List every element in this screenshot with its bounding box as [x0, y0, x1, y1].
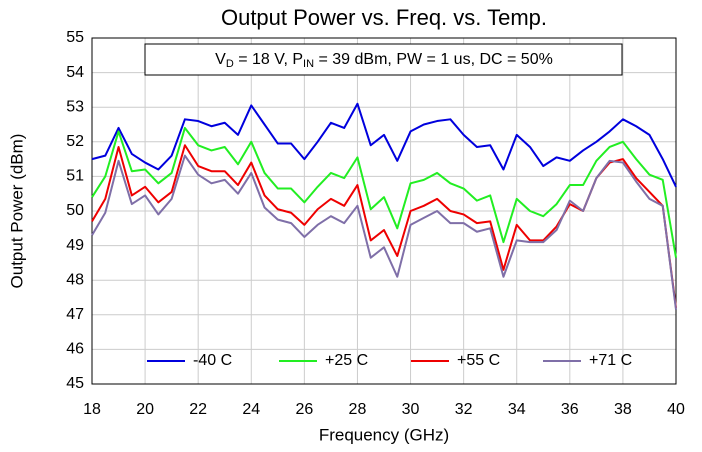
series-line	[91, 154, 677, 310]
y-tick-label: 47	[66, 306, 84, 323]
series-line	[91, 126, 677, 258]
x-tick-label: 26	[295, 401, 313, 418]
x-tick-label: 22	[189, 401, 207, 418]
y-tick-label: 54	[66, 64, 84, 81]
y-tick-label: 50	[66, 202, 84, 219]
x-tick-label: 28	[349, 401, 367, 418]
annotation-part: D	[226, 58, 234, 70]
annotation-box	[144, 43, 623, 76]
y-tick-label: 45	[66, 375, 84, 392]
annotation-part: V	[215, 51, 226, 68]
x-tick-label: 38	[614, 401, 632, 418]
legend-label: +25 C	[325, 352, 368, 369]
annotation-part: = 39 dBm, PW = 1 us, DC = 50%	[314, 51, 553, 68]
y-tick-label: 49	[66, 237, 84, 254]
y-tick-label: 51	[66, 168, 84, 185]
annotation-part: IN	[303, 58, 314, 70]
x-tick-label: 36	[561, 401, 579, 418]
x-tick-label: 24	[242, 401, 260, 418]
y-tick-label: 46	[66, 341, 84, 358]
annotation: VD = 18 V, PIN = 39 dBm, PW = 1 us, DC =…	[215, 51, 553, 70]
annotation-part: = 18 V, P	[234, 51, 303, 68]
y-tick-label: 52	[66, 133, 84, 150]
x-tick-label: 18	[83, 401, 101, 418]
y-axis-label: Output Power (dBm)	[7, 134, 26, 289]
x-tick-label: 20	[136, 401, 154, 418]
plot-frame	[91, 37, 677, 385]
y-tick-label: 55	[66, 29, 84, 46]
x-tick-label: 34	[508, 401, 526, 418]
legend-label: +71 C	[589, 352, 632, 369]
series-line	[91, 102, 677, 188]
chart-title: Output Power vs. Freq. vs. Temp.	[221, 5, 547, 30]
y-tick-label: 53	[66, 98, 84, 115]
legend-label: -40 C	[193, 352, 232, 369]
x-tick-label: 30	[402, 401, 420, 418]
x-tick-label: 32	[455, 401, 473, 418]
legend-label: +55 C	[457, 352, 500, 369]
x-tick-label: 40	[667, 401, 685, 418]
y-tick-label: 48	[66, 271, 84, 288]
x-axis-label: Frequency (GHz)	[319, 425, 449, 444]
